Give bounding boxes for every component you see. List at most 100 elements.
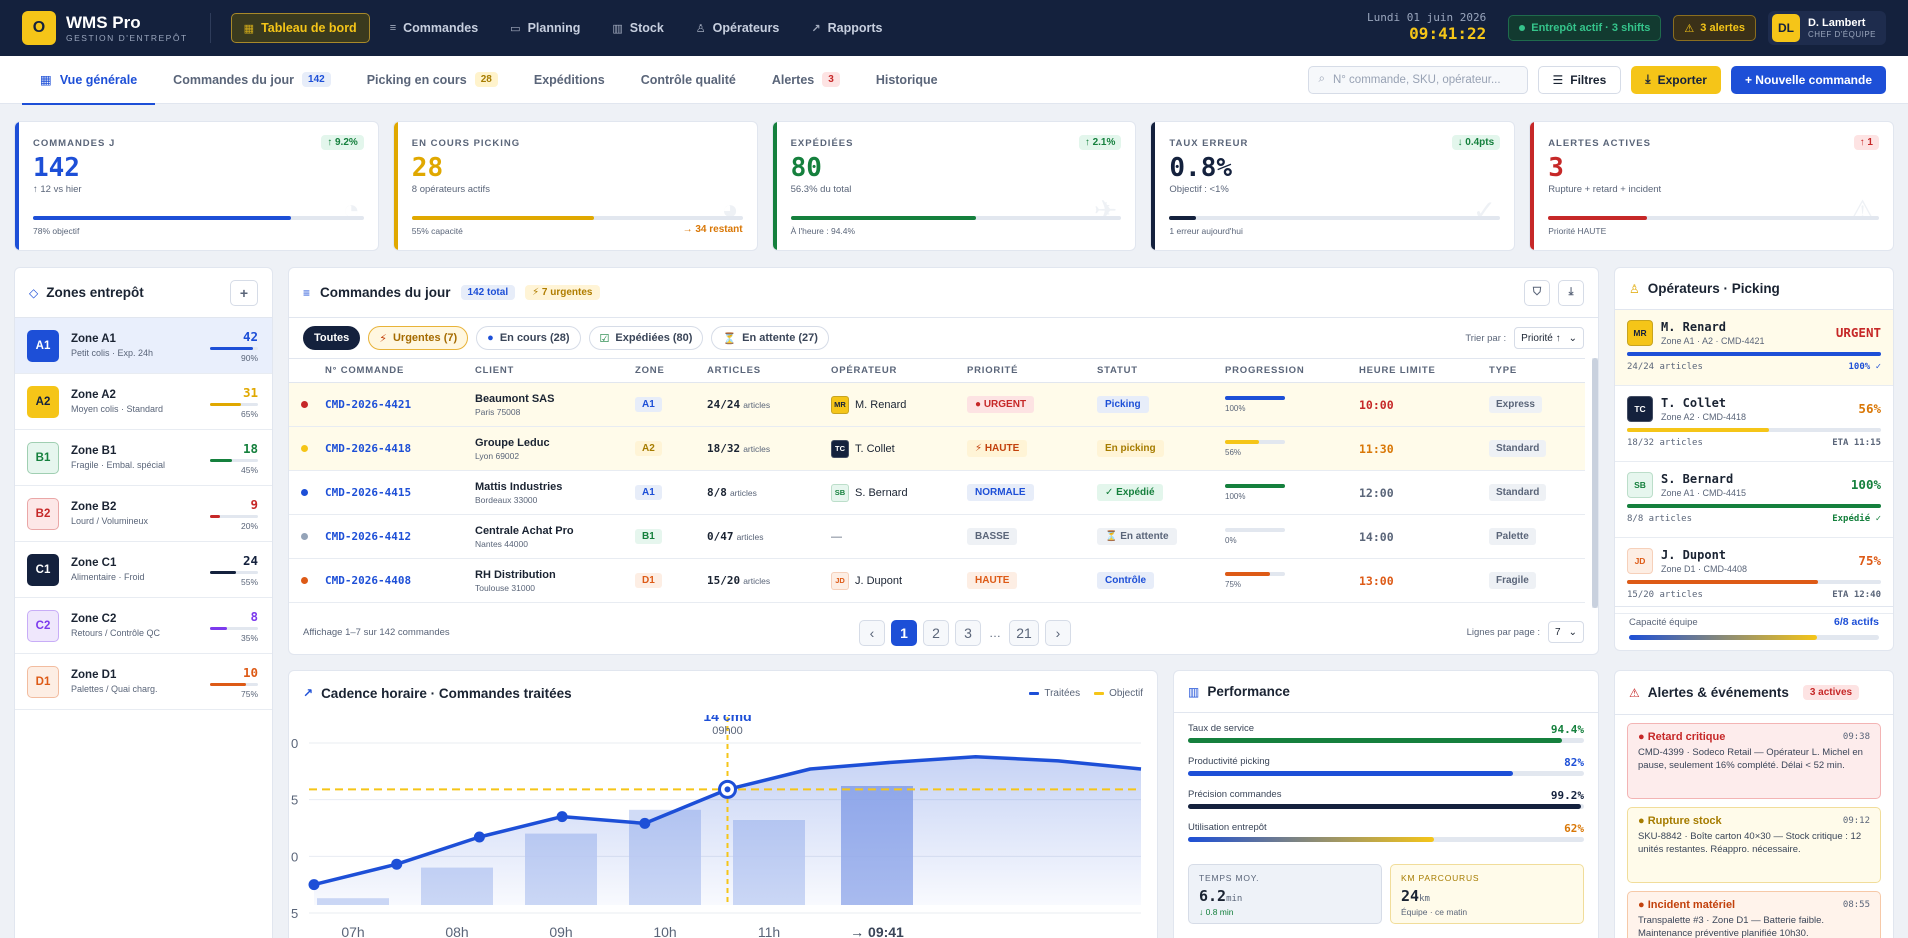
new-order-button[interactable]: + Nouvelle commande bbox=[1730, 65, 1886, 94]
kpi-card[interactable]: COMMANDES J 142 ↑ 12 vs hier ↑ 9.2% ◔ 78% obj… bbox=[14, 121, 379, 251]
zone-item[interactable]: B2 Zone B2 Lourd / Volumineux 9 20% bbox=[15, 486, 272, 542]
data-point[interactable] bbox=[473, 831, 485, 843]
alert-item[interactable]: ● Incident matériel 08:55 Transpalette #3 … bbox=[1627, 891, 1881, 938]
export-button[interactable]: ⤓ Exporter bbox=[1631, 65, 1721, 94]
distance-box: KM PARCOURUS 24km Équipe · ce matin bbox=[1390, 864, 1584, 924]
nav-stock[interactable]: ▥ Stock bbox=[600, 13, 675, 43]
deadline-cell: 13:00 bbox=[1359, 558, 1489, 603]
nav-orders[interactable]: ≡ Commandes bbox=[378, 13, 490, 43]
operator-item[interactable]: MR M. Renard Zone A1 · A2 · CMD-4421 URG… bbox=[1615, 310, 1893, 386]
nav-operators[interactable]: ♙ Opérateurs bbox=[684, 13, 792, 43]
filter-chip[interactable]: ☑ Expédiées (80) bbox=[588, 326, 704, 350]
tab-picking[interactable]: Picking en cours 28 bbox=[349, 56, 516, 104]
table-row[interactable]: CMD-2026-4412 Centrale Achat Pro Nantes 4… bbox=[289, 514, 1585, 559]
table-row[interactable]: CMD-2026-4418 Groupe Leduc Lyon 69002 A2 … bbox=[289, 426, 1585, 471]
filter-chip[interactable]: ● En cours (28) bbox=[476, 326, 581, 350]
zone-item[interactable]: B1 Zone B1 Fragile · Embal. spécial 18 45… bbox=[15, 430, 272, 486]
warehouse-status[interactable]: Entrepôt actif · 3 shifts bbox=[1508, 15, 1662, 41]
zone-item[interactable]: C1 Zone C1 Alimentaire · Froid 24 55% bbox=[15, 542, 272, 598]
page-button[interactable]: 1 bbox=[891, 620, 917, 646]
data-point[interactable] bbox=[556, 811, 568, 823]
filter-chip[interactable]: ⏳ En attente (27) bbox=[711, 326, 829, 350]
order-id[interactable]: CMD-2026-4415 bbox=[325, 486, 412, 499]
nav-dashboard[interactable]: ▦ Tableau de bord bbox=[230, 13, 370, 43]
order-id[interactable]: CMD-2026-4421 bbox=[325, 398, 412, 411]
zone-code: A1 bbox=[27, 329, 59, 362]
alert-item[interactable]: ● Retard critique 09:38 CMD-4399 · Sodeco … bbox=[1627, 723, 1881, 799]
data-point[interactable] bbox=[308, 879, 320, 891]
zone-item[interactable]: A2 Zone A2 Moyen colis · Standard 31 65% bbox=[15, 374, 272, 430]
annotation-value: 14 cmd bbox=[703, 715, 751, 724]
order-id-cell[interactable]: CMD-2026-4415 bbox=[325, 470, 475, 515]
filter-icon[interactable]: ⛉ bbox=[1524, 279, 1550, 306]
search-input[interactable]: ⌕ N° commande, SKU, opérateur... bbox=[1307, 65, 1528, 94]
zone-item[interactable]: C2 Zone C2 Retours / Contrôle QC 8 35% bbox=[15, 598, 272, 654]
alerts-button[interactable]: ⚠ 3 alertes bbox=[1673, 15, 1756, 41]
chevron-down-icon: ⌄ bbox=[1568, 332, 1577, 344]
progress-cell: 100% bbox=[1225, 382, 1359, 427]
page-button[interactable]: 21 bbox=[1009, 620, 1039, 646]
app-logo[interactable]: O bbox=[22, 11, 56, 45]
prev-page-button[interactable]: ‹ bbox=[859, 620, 885, 646]
order-id-cell[interactable]: CMD-2026-4408 bbox=[325, 558, 475, 603]
status-badge: ✓ Expédié bbox=[1097, 484, 1163, 501]
table-row[interactable]: CMD-2026-4415 Mattis Industries Bordeaux … bbox=[289, 470, 1585, 515]
operator-item[interactable]: SB S. Bernard Zone A1 · CMD-4415 100% 8/… bbox=[1615, 462, 1893, 538]
table-row[interactable]: CMD-2026-4421 Beaumont SAS Paris 75008 A1… bbox=[289, 382, 1585, 427]
download-icon[interactable]: ⤓ bbox=[1558, 279, 1584, 306]
filters-button[interactable]: ☰ Filtres bbox=[1537, 65, 1622, 94]
column-header[interactable]: PRIORITÉ bbox=[967, 358, 1097, 383]
tab-shipments[interactable]: Expéditions bbox=[516, 56, 623, 104]
filter-chip[interactable]: Toutes bbox=[303, 326, 361, 350]
order-id[interactable]: CMD-2026-4408 bbox=[325, 574, 412, 587]
priority-icon: ● bbox=[975, 399, 982, 410]
order-id-cell[interactable]: CMD-2026-4412 bbox=[325, 514, 475, 559]
column-header[interactable]: TYPE bbox=[1489, 358, 1585, 383]
order-id[interactable]: CMD-2026-4418 bbox=[325, 442, 412, 455]
alert-title: Incident matériel bbox=[1647, 899, 1736, 911]
column-header[interactable]: CLIENT bbox=[475, 358, 635, 383]
add-zone-button[interactable]: + bbox=[230, 279, 258, 306]
panel-title: Opérateurs · Picking bbox=[1647, 281, 1780, 296]
column-header[interactable]: STATUT bbox=[1097, 358, 1225, 383]
next-page-button[interactable]: › bbox=[1045, 620, 1071, 646]
scrollbar[interactable] bbox=[1592, 358, 1598, 608]
column-header[interactable]: N° COMMANDE bbox=[325, 358, 475, 383]
data-point[interactable] bbox=[639, 817, 651, 829]
tab-alerts[interactable]: Alertes 3 bbox=[754, 56, 858, 104]
tab-overview[interactable]: ▦ Vue générale bbox=[22, 56, 156, 105]
tab-quality[interactable]: Contrôle qualité bbox=[623, 56, 754, 104]
zone-item[interactable]: D1 Zone D1 Palettes / Quai charg. 10 75% bbox=[15, 654, 272, 710]
kpi-card[interactable]: EXPÉDIÉES 80 56.3% du total ↑ 2.1% ✈ À l'heur… bbox=[771, 121, 1137, 251]
user-menu[interactable]: DL D. Lambert CHEF D'ÉQUIPE bbox=[1767, 11, 1886, 45]
page-button[interactable]: 2 bbox=[923, 620, 949, 646]
column-header[interactable]: ZONE bbox=[635, 358, 707, 383]
column-header[interactable]: HEURE LIMITE bbox=[1359, 358, 1489, 383]
column-header[interactable]: OPÉRATEUR bbox=[831, 358, 967, 383]
scrollbar-thumb[interactable] bbox=[1592, 358, 1598, 608]
column-header[interactable]: ARTICLES bbox=[707, 358, 831, 383]
zone-item[interactable]: A1 Zone A1 Petit colis · Exp. 24h 42 90% bbox=[15, 318, 272, 374]
alert-item[interactable]: ● Rupture stock 09:12 SKU-8842 · Boîte car… bbox=[1627, 807, 1881, 883]
nav-reports[interactable]: ↗ Rapports bbox=[799, 13, 894, 43]
box-label: KM PARCOURUS bbox=[1401, 873, 1480, 883]
kpi-card[interactable]: EN COURS PICKING 28 8 opérateurs actifs ◕ 55… bbox=[392, 121, 758, 251]
order-id[interactable]: CMD-2026-4412 bbox=[325, 530, 412, 543]
table-row[interactable]: CMD-2026-4408 RH Distribution Toulouse 31… bbox=[289, 558, 1585, 603]
per-page-select[interactable]: 7 ⌄ bbox=[1548, 621, 1584, 643]
column-header[interactable]: PROGRESSION bbox=[1225, 358, 1359, 383]
nav-planning[interactable]: ▭ Planning bbox=[498, 13, 592, 43]
filter-chip[interactable]: ⚡ Urgentes (7) bbox=[368, 326, 469, 350]
operator-item[interactable]: JD J. Dupont Zone D1 · CMD-4408 75% 15/2… bbox=[1615, 538, 1893, 614]
kpi-card[interactable]: ALERTES ACTIVES 3 Rupture + retard + incid… bbox=[1529, 121, 1894, 251]
sort-select[interactable]: Priorité ↑ ⌄ bbox=[1514, 327, 1584, 349]
tab-orders-today[interactable]: Commandes du jour 142 bbox=[155, 56, 349, 104]
tab-history[interactable]: Historique bbox=[858, 56, 956, 104]
order-id-cell[interactable]: CMD-2026-4421 bbox=[325, 382, 475, 427]
page-button[interactable]: 3 bbox=[955, 620, 981, 646]
operator-item[interactable]: TC T. Collet Zone A2 · CMD-4418 56% 18/3… bbox=[1615, 386, 1893, 462]
order-id-cell[interactable]: CMD-2026-4418 bbox=[325, 426, 475, 471]
kpi-card[interactable]: TAUX ERREUR 0.8% Objectif : <1% ↓ 0.4pts ✓ 1 … bbox=[1150, 121, 1516, 251]
data-point[interactable] bbox=[391, 858, 403, 870]
